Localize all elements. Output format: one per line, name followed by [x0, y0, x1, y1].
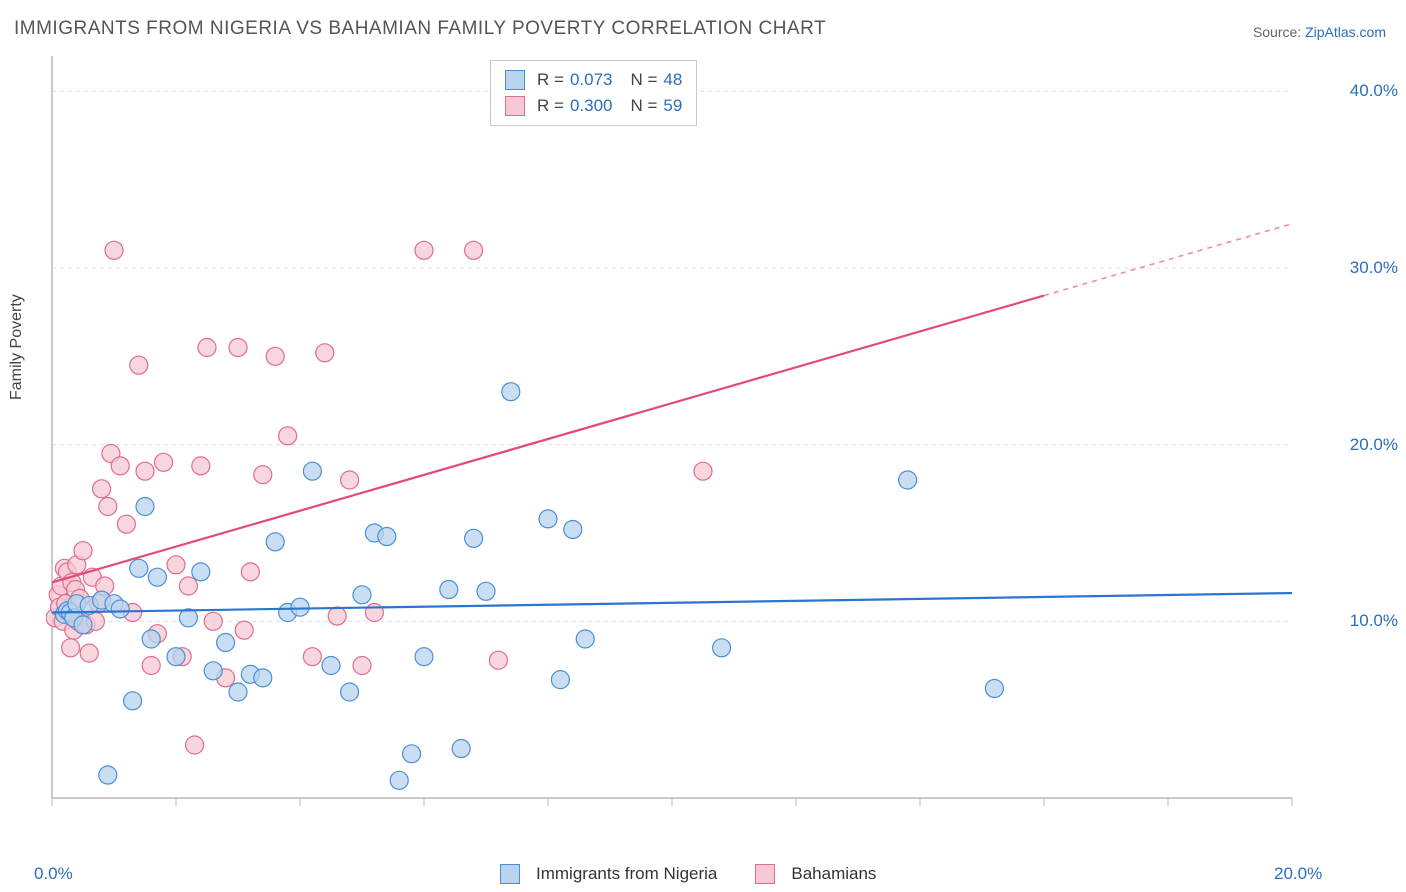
n-label: N =	[630, 70, 657, 90]
swatch-bahamians-bottom	[755, 864, 775, 884]
y-axis-label: Family Poverty	[8, 294, 26, 400]
r-value-nigeria: 0.073	[570, 70, 613, 90]
y-tick-label: 30.0%	[1350, 258, 1398, 278]
swatch-bahamians	[505, 96, 525, 116]
source-link[interactable]: ZipAtlas.com	[1305, 24, 1386, 40]
n-label: N =	[630, 96, 657, 116]
scatter-plot	[46, 50, 1362, 834]
source-label: Source:	[1253, 24, 1305, 40]
swatch-nigeria	[505, 70, 525, 90]
y-tick-label: 20.0%	[1350, 435, 1398, 455]
r-label: R =	[537, 70, 564, 90]
n-value-nigeria: 48	[663, 70, 682, 90]
y-tick-label: 40.0%	[1350, 81, 1398, 101]
x-tick-label: 20.0%	[1274, 864, 1322, 884]
y-tick-label: 10.0%	[1350, 611, 1398, 631]
legend-row-bahamians: R = 0.300 N = 59	[505, 93, 682, 119]
legend-row-nigeria: R = 0.073 N = 48	[505, 67, 682, 93]
correlation-legend: R = 0.073 N = 48 R = 0.300 N = 59	[490, 60, 697, 126]
x-tick-label: 0.0%	[34, 864, 73, 884]
chart-title: IMMIGRANTS FROM NIGERIA VS BAHAMIAN FAMI…	[14, 18, 826, 40]
swatch-nigeria-bottom	[500, 864, 520, 884]
n-value-bahamians: 59	[663, 96, 682, 116]
legend-label-nigeria: Immigrants from Nigeria	[536, 864, 717, 884]
series-legend: Immigrants from Nigeria Bahamians	[500, 864, 876, 884]
legend-label-bahamians: Bahamians	[791, 864, 876, 884]
source-citation: Source: ZipAtlas.com	[1253, 24, 1386, 40]
r-label: R =	[537, 96, 564, 116]
r-value-bahamians: 0.300	[570, 96, 613, 116]
